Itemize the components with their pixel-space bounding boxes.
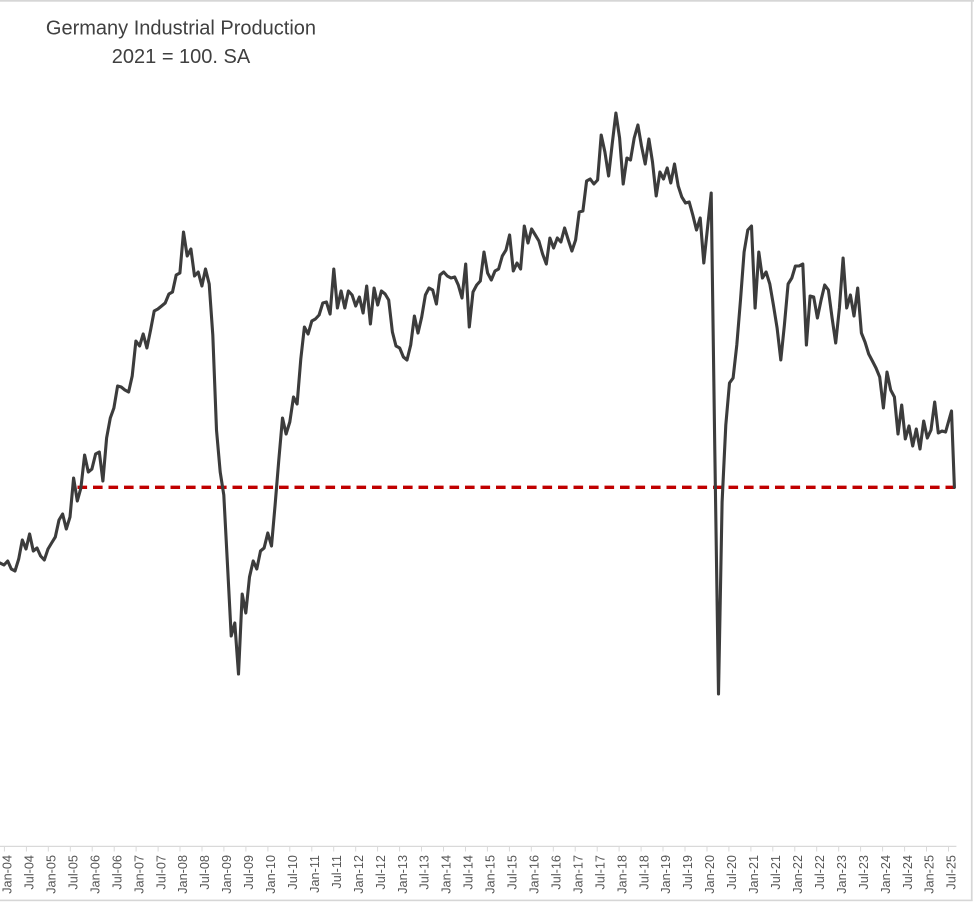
svg-text:Jan-13: Jan-13 [396, 855, 410, 894]
svg-text:Jan-10: Jan-10 [264, 855, 278, 894]
svg-text:Jan-07: Jan-07 [132, 855, 146, 894]
svg-text:Jul-12: Jul-12 [374, 855, 388, 890]
svg-text:Jan-17: Jan-17 [571, 855, 585, 894]
svg-text:Jul-09: Jul-09 [242, 855, 256, 890]
svg-text:Jan-22: Jan-22 [791, 855, 805, 894]
svg-text:Jan-16: Jan-16 [528, 855, 542, 894]
svg-text:Jul-04: Jul-04 [23, 855, 37, 890]
svg-text:Jan-08: Jan-08 [176, 855, 190, 894]
svg-text:Jul-05: Jul-05 [67, 855, 81, 890]
svg-text:Jul-19: Jul-19 [681, 855, 695, 890]
svg-text:Jan-04: Jan-04 [1, 855, 15, 894]
svg-text:Jan-12: Jan-12 [352, 855, 366, 894]
svg-text:Jul-16: Jul-16 [550, 855, 564, 890]
svg-text:Jul-23: Jul-23 [857, 855, 871, 890]
svg-text:Jan-21: Jan-21 [747, 855, 761, 894]
svg-text:Jul-13: Jul-13 [418, 855, 432, 890]
svg-text:Jul-08: Jul-08 [198, 855, 212, 890]
svg-text:Jul-22: Jul-22 [813, 855, 827, 890]
svg-text:Jul-14: Jul-14 [462, 855, 476, 890]
svg-text:Jul-17: Jul-17 [593, 855, 607, 890]
svg-text:Jul-10: Jul-10 [286, 855, 300, 890]
svg-text:Jul-24: Jul-24 [901, 855, 915, 890]
svg-text:Jul-18: Jul-18 [637, 855, 651, 890]
svg-text:Jul-07: Jul-07 [154, 855, 168, 890]
svg-text:Jul-25: Jul-25 [945, 855, 959, 890]
svg-text:Jul-20: Jul-20 [725, 855, 739, 890]
svg-text:Jan-18: Jan-18 [615, 855, 629, 894]
svg-text:Jan-15: Jan-15 [484, 855, 498, 894]
svg-text:Jul-11: Jul-11 [330, 855, 344, 889]
svg-text:Jul-21: Jul-21 [769, 855, 783, 890]
svg-text:Jan-09: Jan-09 [220, 855, 234, 894]
svg-text:Jan-23: Jan-23 [835, 855, 849, 894]
svg-text:Jul-15: Jul-15 [506, 855, 520, 890]
svg-text:Jan-25: Jan-25 [923, 855, 937, 894]
svg-text:Jan-20: Jan-20 [703, 855, 717, 894]
svg-text:Jul-06: Jul-06 [110, 855, 124, 890]
svg-text:Jan-06: Jan-06 [88, 855, 102, 894]
svg-text:2021 = 100. SA: 2021 = 100. SA [112, 46, 251, 68]
svg-text:Jan-14: Jan-14 [440, 855, 454, 894]
svg-text:Jan-24: Jan-24 [879, 855, 893, 894]
svg-text:Germany Industrial Production: Germany Industrial Production [46, 18, 316, 40]
svg-text:Jan-05: Jan-05 [45, 855, 59, 894]
svg-text:Jan-11: Jan-11 [308, 855, 322, 893]
svg-text:Jan-19: Jan-19 [659, 855, 673, 894]
